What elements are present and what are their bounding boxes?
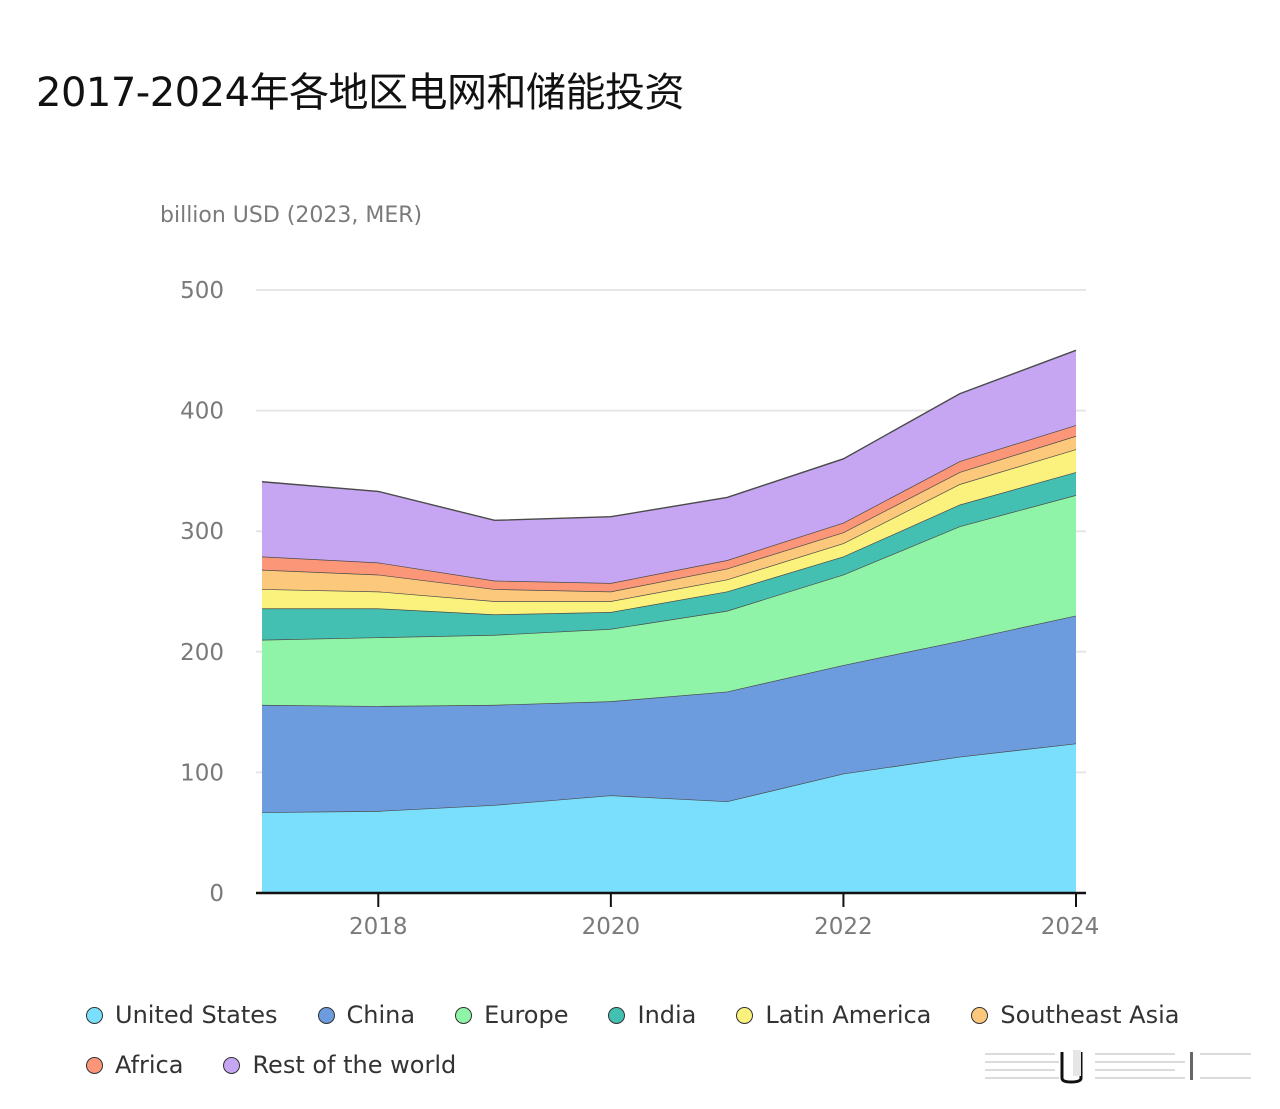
series-area-india [262,472,1076,640]
legend-item-europe[interactable]: Europe [455,1001,568,1029]
series-line [261,349,1077,522]
y-tick-label: 300 [180,519,224,545]
y-tick-label: 100 [180,760,224,786]
x-tick-label: 2018 [349,914,408,940]
area-series-group [261,349,1077,893]
chart-title: 2017-2024年各地区电网和储能投资 [36,70,685,116]
axes: 2018 2020 2022 2024 [256,891,1100,940]
x-tick-label: 2024 [1041,914,1100,940]
legend-row: United States China Europe India Latin Ameri… [86,990,1256,1040]
legend-label: United States [115,1001,278,1029]
legend-label: Rest of the world [252,1051,457,1079]
series-area-united-states [262,743,1076,893]
legend-item-southeast-asia[interactable]: Southeast Asia [971,1001,1179,1029]
y-tick-label: 500 [180,278,224,304]
legend-swatch [223,1056,241,1074]
y-tick-label: 200 [180,640,224,666]
legend-swatch [317,1006,335,1024]
legend-label: Southeast Asia [1000,1001,1180,1029]
legend-label: Europe [484,1001,569,1029]
legend-row: Africa Rest of the world [86,1040,1256,1090]
x-tick-label: 2022 [814,914,873,940]
legend-item-china[interactable]: China [317,1001,416,1029]
legend-item-latin-america[interactable]: Latin America [736,1001,931,1029]
y-tick-label: 0 [209,881,224,907]
legend: United States China Europe India Latin Ameri… [86,990,1256,1090]
legend-swatch [86,1056,103,1074]
legend-swatch [608,1006,626,1024]
series-area-southeast-asia [262,435,1076,602]
legend-swatch [971,1006,989,1024]
series-area-china [262,615,1076,813]
y-axis-label: billion USD (2023, MER) [160,203,423,228]
legend-label: Africa [115,1051,184,1079]
series-area-rest-of-the-world [262,350,1076,584]
series-area-europe [262,495,1076,707]
legend-label: China [346,1001,416,1029]
legend-label: India [637,1001,697,1029]
x-tick-label: 2020 [582,914,641,940]
legend-item-rest-of-the-world[interactable]: Rest of the world [223,1051,456,1079]
legend-label: Latin America [765,1001,932,1029]
legend-swatch [86,1006,103,1024]
y-tick-label: 400 [180,399,224,425]
legend-item-united-states[interactable]: United States [86,1001,278,1029]
legend-swatch [455,1006,473,1024]
series-area-latin-america [262,449,1076,615]
watermark-logo [985,1048,1251,1084]
legend-item-india[interactable]: India [608,1001,696,1029]
legend-item-africa[interactable]: Africa [86,1051,183,1079]
legend-swatch [736,1006,754,1024]
